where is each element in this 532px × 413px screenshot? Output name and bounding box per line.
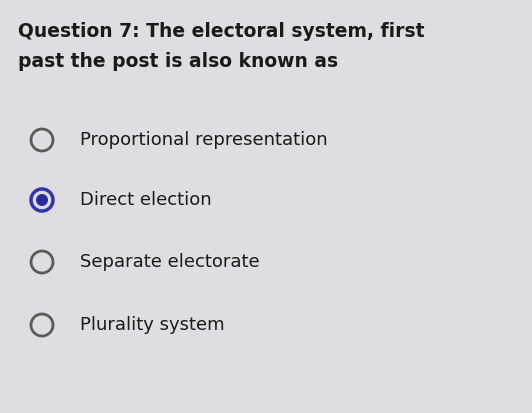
Text: Question 7: The electoral system, first: Question 7: The electoral system, first [18,22,425,41]
Text: Plurality system: Plurality system [80,316,225,334]
Text: Direct election: Direct election [80,191,212,209]
Circle shape [36,194,48,206]
Text: past the post is also known as: past the post is also known as [18,52,338,71]
Text: Proportional representation: Proportional representation [80,131,328,149]
Text: Separate electorate: Separate electorate [80,253,260,271]
